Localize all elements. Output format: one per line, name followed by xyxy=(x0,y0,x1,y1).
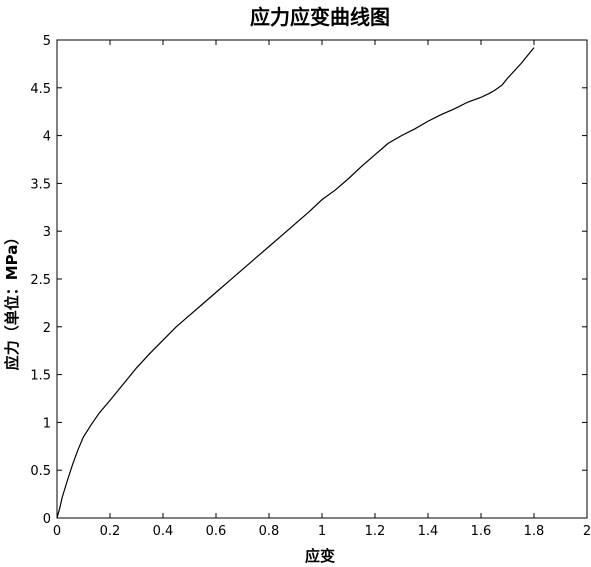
x-tick-label: 0.4 xyxy=(153,524,174,539)
y-axis-label: 应力（单位：MPa） xyxy=(3,230,21,371)
plot-area xyxy=(56,39,588,519)
x-tick-label: 1.6 xyxy=(471,524,492,539)
x-tick-label: 0.8 xyxy=(259,524,280,539)
y-tick-label: 1.5 xyxy=(30,369,51,384)
chart-title: 应力应变曲线图 xyxy=(250,5,390,29)
series-line xyxy=(56,47,535,519)
x-tick-label: 0 xyxy=(53,524,61,539)
x-axis: 0 0.2 0.4 0.6 0.8 1 1.2 1.4 1.6 1.8 2 xyxy=(53,40,591,539)
x-tick-label: 2 xyxy=(583,524,591,539)
y-tick-label: 5 xyxy=(43,34,51,49)
x-tick-label: 1.4 xyxy=(418,524,439,539)
x-tick-label: 1.2 xyxy=(365,524,386,539)
y-tick-label: 2 xyxy=(43,321,51,336)
y-tick-label: 0.5 xyxy=(30,464,51,479)
y-axis: 0 0.5 1 1.5 2 2.5 3 3.5 4 4.5 5 xyxy=(30,34,587,527)
y-tick-label: 3 xyxy=(43,225,51,240)
y-tick-label: 3.5 xyxy=(30,177,51,192)
x-tick-label: 1.8 xyxy=(524,524,545,539)
x-tick-label: 1 xyxy=(318,524,326,539)
y-tick-label: 1 xyxy=(43,416,51,431)
y-tick-label: 4.5 xyxy=(30,82,51,97)
y-tick-label: 0 xyxy=(43,512,51,527)
y-tick-label: 4 xyxy=(43,130,51,145)
x-tick-label: 0.2 xyxy=(100,524,121,539)
y-tick-label: 2.5 xyxy=(30,273,51,288)
x-axis-label: 应变 xyxy=(305,547,335,565)
x-tick-label: 0.6 xyxy=(206,524,227,539)
